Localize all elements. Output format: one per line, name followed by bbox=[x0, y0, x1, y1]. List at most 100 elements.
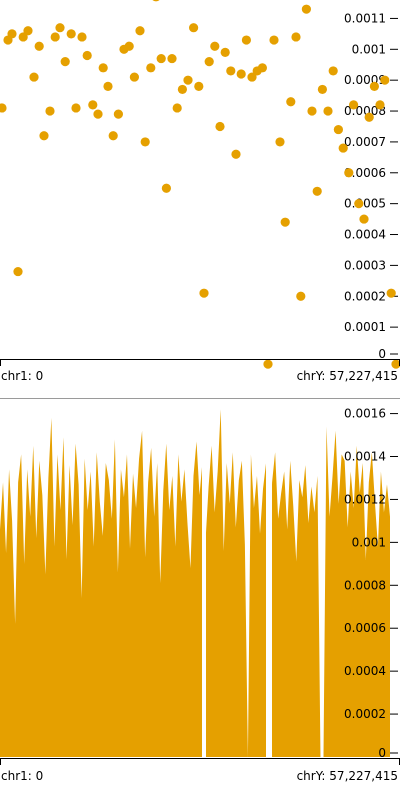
data-point bbox=[307, 106, 317, 116]
data-point bbox=[177, 84, 187, 95]
data-point bbox=[312, 186, 322, 196]
data-point bbox=[88, 100, 98, 110]
data-point bbox=[269, 35, 279, 45]
data-gap bbox=[266, 399, 272, 757]
coverage-area bbox=[0, 409, 390, 757]
data-point bbox=[236, 69, 246, 79]
y-tick-label: 0.0004 bbox=[344, 228, 386, 242]
y-tick-label: 0.001 bbox=[352, 535, 386, 549]
data-point bbox=[247, 72, 257, 82]
genome-start-label: chr1: 0 bbox=[1, 369, 44, 383]
genome-start-label: chr1: 0 bbox=[1, 769, 44, 783]
data-point bbox=[60, 57, 70, 67]
data-point bbox=[257, 63, 267, 73]
y-tick-label: 0.0012 bbox=[344, 492, 386, 506]
data-point bbox=[386, 288, 396, 298]
panel-divider bbox=[0, 398, 400, 399]
data-point bbox=[77, 32, 87, 42]
area-plot: 0 0.0002 0.0004 0.0006 0.0008 0.001 0.0012 0.00… bbox=[0, 399, 400, 765]
data-point bbox=[199, 288, 209, 298]
data-point bbox=[344, 168, 354, 178]
data-point bbox=[98, 63, 108, 73]
data-point bbox=[45, 106, 55, 116]
data-point bbox=[275, 137, 285, 147]
scatter-track-panel: 0 0.0001 0.0002 0.0003 0.0004 0.0005 0.0006 0.0… bbox=[0, 0, 400, 388]
data-point bbox=[215, 121, 225, 132]
data-point bbox=[129, 72, 139, 82]
data-point bbox=[354, 199, 364, 209]
data-point bbox=[103, 81, 113, 91]
data-point bbox=[13, 266, 23, 277]
data-point bbox=[194, 81, 204, 91]
y-tick-label: 0 bbox=[378, 347, 386, 361]
data-point bbox=[146, 63, 156, 73]
data-point bbox=[291, 32, 301, 42]
data-point bbox=[317, 84, 327, 95]
data-point bbox=[369, 81, 379, 91]
y-tick-label: 0.0006 bbox=[344, 621, 386, 635]
y-tick-label: 0.0001 bbox=[344, 320, 386, 334]
y-tick-label: 0.0004 bbox=[344, 664, 386, 678]
data-point bbox=[167, 53, 177, 64]
data-point bbox=[391, 359, 400, 369]
data-point bbox=[364, 112, 374, 122]
data-point bbox=[50, 32, 60, 42]
data-point bbox=[226, 66, 236, 76]
y-tick-label: 0.0009 bbox=[344, 73, 386, 87]
data-point bbox=[286, 97, 296, 107]
data-point bbox=[23, 26, 33, 36]
data-point bbox=[39, 131, 49, 141]
data-point bbox=[113, 109, 123, 119]
y-tick-label: 0.0006 bbox=[344, 166, 386, 180]
data-point bbox=[183, 75, 193, 85]
data-point bbox=[328, 66, 338, 76]
data-point bbox=[93, 109, 103, 119]
data-point bbox=[375, 100, 385, 110]
area-track-panel: 0 0.0002 0.0004 0.0006 0.0008 0.001 0.0012 0.00… bbox=[0, 399, 400, 790]
data-point bbox=[349, 100, 359, 110]
data-point bbox=[66, 29, 76, 39]
data-point bbox=[338, 143, 348, 153]
data-point bbox=[241, 35, 251, 45]
data-point bbox=[231, 149, 241, 159]
data-point bbox=[152, 0, 160, 2]
y-tick-label: 0.0008 bbox=[344, 578, 386, 592]
y-tick-label: 0.0002 bbox=[344, 289, 386, 303]
y-tick-label: 0 bbox=[378, 746, 386, 760]
y-tick-label: 0.0007 bbox=[344, 135, 386, 149]
genome-end-label: chrY: 57,227,415 bbox=[296, 369, 398, 383]
data-point bbox=[29, 72, 39, 82]
data-point bbox=[156, 53, 166, 64]
data-point bbox=[18, 32, 28, 42]
y-tick-label: 0.0016 bbox=[344, 407, 386, 421]
data-point bbox=[204, 57, 214, 67]
data-point bbox=[161, 183, 171, 193]
genome-end-label: chrY: 57,227,415 bbox=[296, 769, 398, 783]
data-point bbox=[263, 359, 273, 369]
data-point bbox=[55, 23, 65, 33]
y-tick-label: 0.0011 bbox=[344, 11, 386, 25]
scatter-plot: 0 0.0001 0.0002 0.0003 0.0004 0.0005 0.0006 0.0… bbox=[0, 0, 400, 369]
data-point bbox=[0, 103, 7, 113]
data-point bbox=[280, 217, 290, 227]
data-point bbox=[7, 29, 17, 39]
data-point bbox=[108, 131, 118, 141]
data-point bbox=[124, 41, 134, 51]
data-point bbox=[71, 103, 81, 113]
y-tick-label: 0.0002 bbox=[344, 707, 386, 721]
data-point bbox=[82, 50, 92, 61]
data-gap bbox=[202, 399, 206, 757]
data-point bbox=[333, 124, 343, 135]
y-tick-label: 0.001 bbox=[352, 42, 386, 56]
data-point bbox=[323, 106, 333, 116]
y-tick-label: 0.0014 bbox=[344, 450, 386, 464]
data-point bbox=[301, 4, 311, 14]
y-tick-label: 0.0003 bbox=[344, 258, 386, 272]
data-point bbox=[172, 103, 182, 113]
data-point bbox=[34, 41, 44, 51]
data-point bbox=[189, 23, 199, 33]
data-point bbox=[359, 214, 369, 224]
data-point bbox=[380, 75, 390, 85]
y-tick-label: 0.0005 bbox=[344, 197, 386, 211]
